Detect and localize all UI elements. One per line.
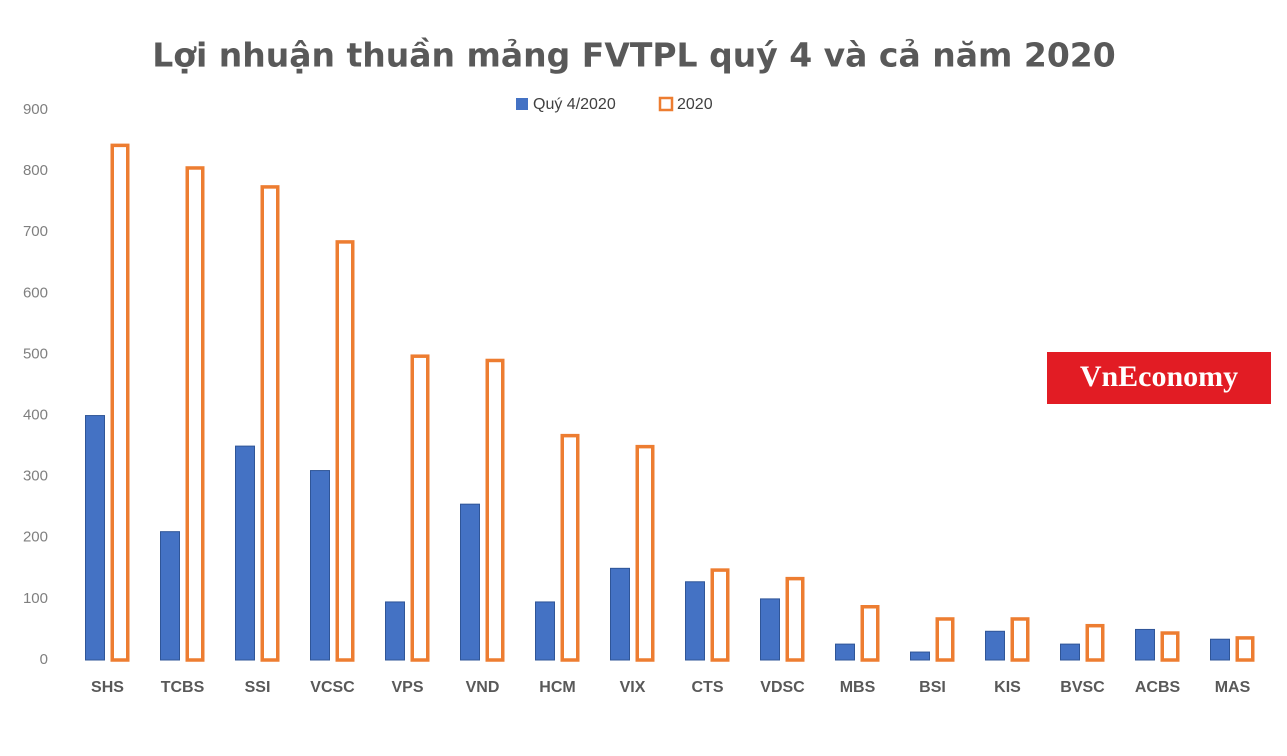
y-tick-label: 100 (23, 590, 48, 607)
x-tick-label: BSI (919, 679, 946, 696)
bar (110, 143, 130, 662)
y-tick-label: 900 (23, 101, 48, 118)
legend-label: 2020 (677, 96, 713, 113)
x-tick-label: BVSC (1060, 679, 1105, 696)
x-tick-label: VCSC (310, 679, 355, 696)
bar (910, 651, 930, 661)
legend-swatch (658, 96, 674, 112)
bar (460, 503, 480, 661)
bar (235, 445, 255, 661)
legend-swatch (516, 98, 528, 110)
logo-box (1047, 352, 1271, 404)
y-tick-label: 200 (23, 529, 48, 546)
bar (260, 185, 280, 662)
bar (785, 576, 805, 662)
y-tick-label: 800 (23, 162, 48, 179)
bar (185, 166, 205, 662)
bar (385, 601, 405, 661)
bar (935, 617, 955, 662)
bar (1160, 631, 1180, 662)
bar (1210, 638, 1230, 661)
x-tick-label: VND (466, 679, 500, 696)
x-tick-label: ACBS (1135, 679, 1181, 696)
bar (85, 415, 105, 661)
bar (1235, 636, 1255, 662)
bar (835, 643, 855, 661)
x-tick-label: VIX (620, 679, 646, 696)
x-tick-label: CTS (692, 679, 724, 696)
y-tick-label: 400 (23, 407, 48, 424)
x-tick-label: MBS (840, 679, 876, 696)
bar (1060, 643, 1080, 661)
bar (610, 567, 630, 661)
bar (1010, 617, 1030, 662)
y-tick-label: 600 (23, 284, 48, 301)
x-tick-label: MAS (1215, 679, 1251, 696)
y-tick-label: 300 (23, 468, 48, 485)
y-tick-label: 500 (23, 345, 48, 362)
logo: VnEconomy (1080, 360, 1238, 393)
legend-label: Quý 4/2020 (533, 96, 616, 113)
bar (335, 240, 355, 662)
bar (535, 601, 555, 661)
bar (985, 630, 1005, 661)
bar (1135, 628, 1155, 661)
bar (635, 444, 655, 662)
y-tick-label: 0 (40, 651, 48, 668)
bar (685, 581, 705, 661)
chart-title: Lợi nhuận thuần mảng FVTPL quý 4 và cả n… (152, 36, 1115, 75)
x-tick-label: VDSC (760, 679, 805, 696)
x-tick-label: SSI (245, 679, 271, 696)
bar (560, 433, 580, 662)
x-tick-label: HCM (539, 679, 575, 696)
bar (710, 568, 730, 662)
y-tick-label: 700 (23, 223, 48, 240)
bar (485, 358, 505, 662)
bar (860, 605, 880, 662)
bar (410, 354, 430, 662)
bar (760, 598, 780, 661)
x-tick-label: KIS (994, 679, 1021, 696)
x-tick-label: TCBS (161, 679, 205, 696)
bar (310, 470, 330, 661)
x-tick-label: SHS (91, 679, 124, 696)
bar (160, 531, 180, 661)
bar (1085, 623, 1105, 662)
x-tick-label: VPS (391, 679, 423, 696)
